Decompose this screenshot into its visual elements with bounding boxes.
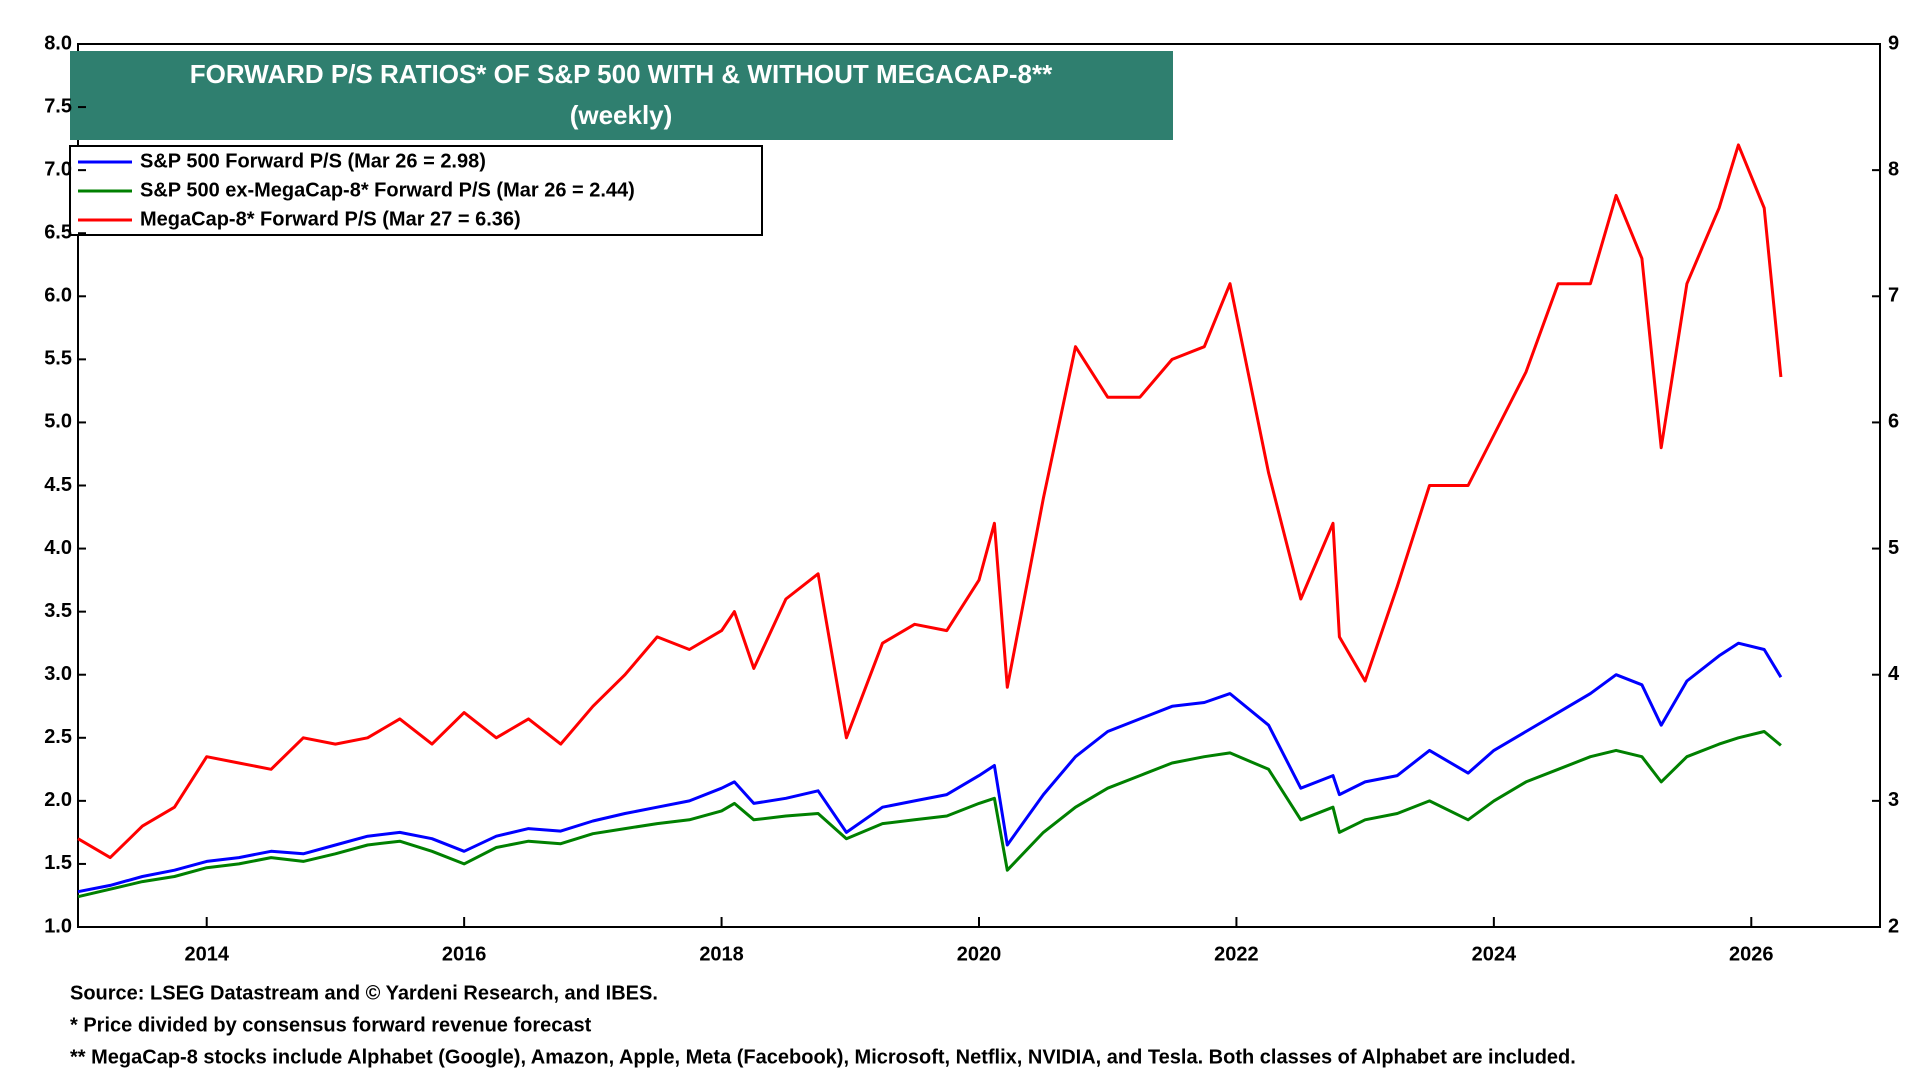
- y2-tick-label: 4: [1888, 663, 1900, 685]
- y-tick-label: 3.5: [44, 600, 72, 622]
- note: ** MegaCap-8 stocks include Alphabet (Go…: [70, 1046, 1576, 1068]
- legend: S&P 500 Forward P/S (Mar 26 = 2.98) S&P 5…: [78, 150, 635, 230]
- x-tick-label: 2020: [957, 943, 1002, 965]
- x-tick-label: 2018: [699, 943, 744, 965]
- y2-tick-label: 2: [1888, 915, 1899, 937]
- chart-title: FORWARD P/S RATIOS* OF S&P 500 WITH & WI…: [190, 59, 1053, 89]
- x-tick-label: 2026: [1729, 943, 1774, 965]
- series-line: [77, 730, 1782, 899]
- y2-tick-label: 8: [1888, 158, 1899, 180]
- legend-label: S&P 500 Forward P/S (Mar 26 = 2.98): [140, 150, 486, 172]
- title-box: [70, 51, 1173, 140]
- y2-tick-label: 3: [1888, 789, 1899, 811]
- y2-tick-label: 7: [1888, 285, 1899, 307]
- y2-tick-label: 6: [1888, 411, 1899, 433]
- x-tick-label: 2022: [1214, 943, 1259, 965]
- y-tick-label: 7.0: [44, 158, 72, 180]
- chart-subtitle: (weekly): [570, 100, 673, 130]
- x-tick-label: 2024: [1472, 943, 1517, 965]
- y-tick-label: 1.5: [44, 852, 72, 874]
- y-tick-label: 8.0: [44, 32, 72, 54]
- y-tick-label: 6.0: [44, 285, 72, 307]
- y-tick-label: 6.5: [44, 221, 72, 243]
- y-tick-label: 4.5: [44, 474, 72, 496]
- y-tick-label: 2.5: [44, 726, 72, 748]
- y-tick-label: 5.5: [44, 348, 72, 370]
- legend-label: MegaCap-8* Forward P/S (Mar 27 = 6.36): [140, 208, 521, 230]
- y-tick-label: 2.0: [44, 789, 72, 811]
- note: * Price divided by consensus forward rev…: [70, 1014, 592, 1036]
- y-tick-label: 7.5: [44, 95, 72, 117]
- y-tick-label: 3.0: [44, 663, 72, 685]
- y2-tick-label: 5: [1888, 537, 1899, 559]
- x-tick-label: 2014: [184, 943, 229, 965]
- y-tick-label: 5.0: [44, 411, 72, 433]
- y-tick-label: 4.0: [44, 537, 72, 559]
- x-tick-label: 2016: [442, 943, 487, 965]
- series-line: [77, 641, 1783, 894]
- y-tick-label: 1.0: [44, 915, 72, 937]
- y2-tick-label: 9: [1888, 32, 1899, 54]
- legend-box: [69, 145, 763, 236]
- series-line: [77, 143, 1783, 860]
- legend-label: S&P 500 ex-MegaCap-8* Forward P/S (Mar 2…: [140, 179, 635, 201]
- note: Source: LSEG Datastream and © Yardeni Re…: [70, 982, 658, 1004]
